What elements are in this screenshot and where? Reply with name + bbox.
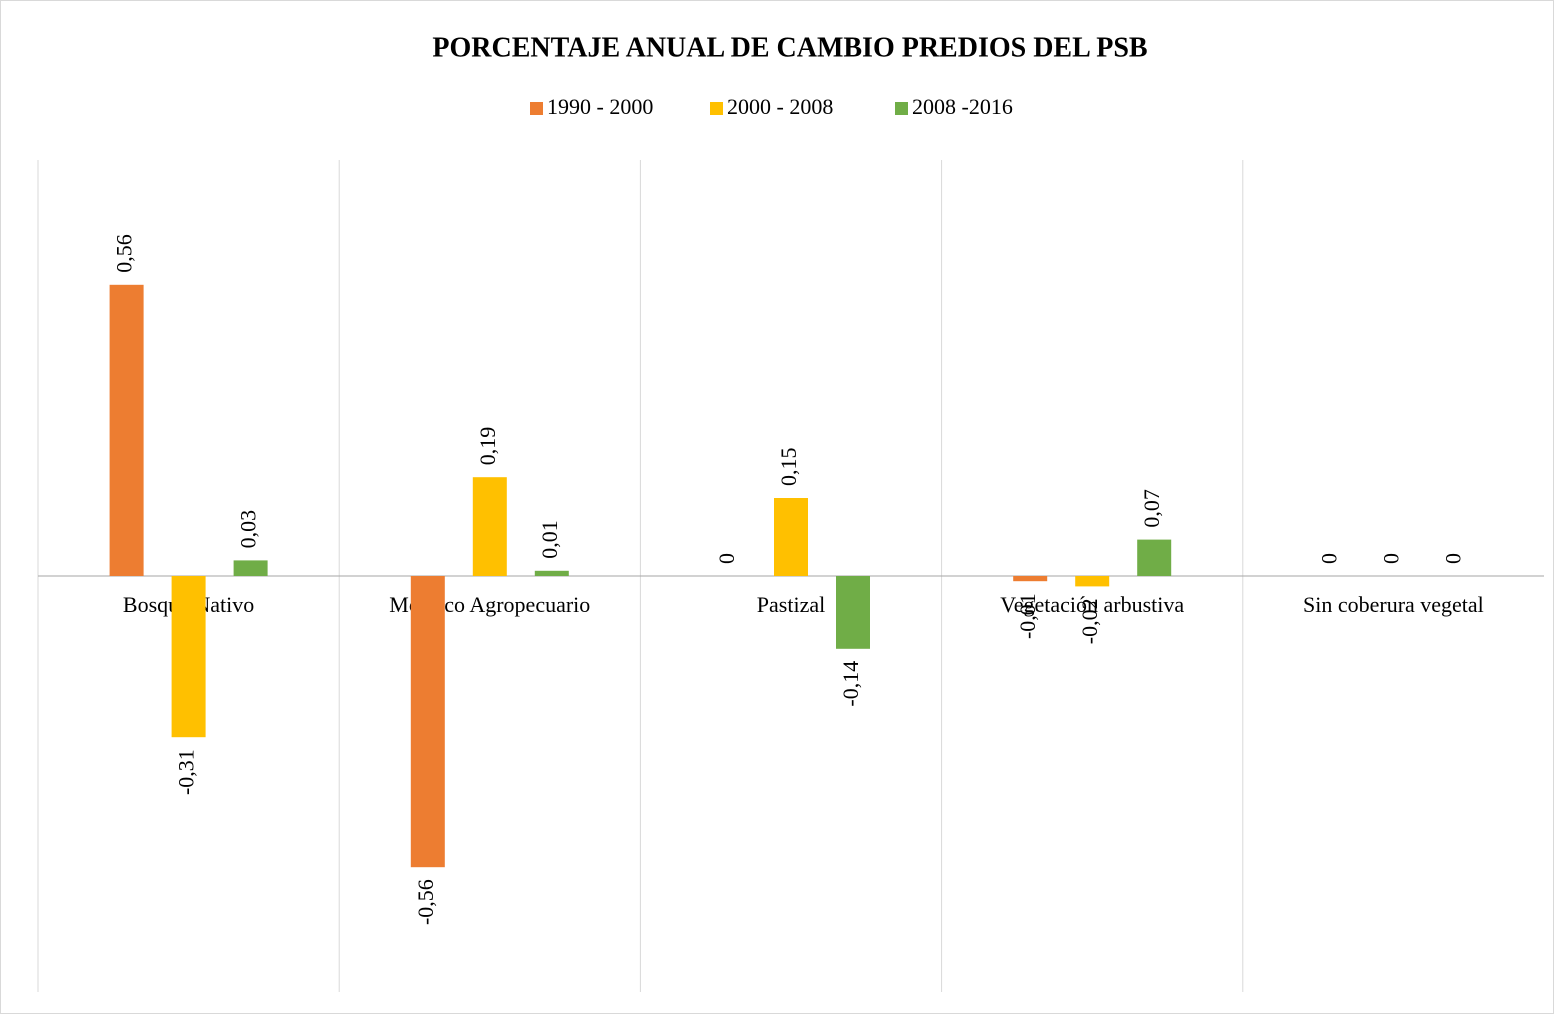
data-label: -0,01 (1015, 593, 1040, 639)
x-tick-label: Vegetación arbustiva (1000, 592, 1184, 617)
bar (836, 576, 870, 649)
legend: 1990 - 2000 2000 - 2008 2008 -2016 (530, 94, 1013, 119)
bar (410, 576, 445, 868)
chart-title: PORCENTAJE ANUAL DE CAMBIO PREDIOS DEL P… (432, 32, 1147, 63)
data-label: 0,07 (1139, 489, 1164, 528)
bar (774, 498, 808, 576)
bar (472, 477, 507, 576)
data-label: 0 (1316, 553, 1341, 564)
legend-swatch (530, 102, 543, 115)
data-label: 0 (1378, 553, 1403, 564)
data-label: 0,01 (537, 520, 562, 559)
legend-swatch (895, 102, 908, 115)
data-label: 0,19 (475, 427, 500, 466)
legend-label: 2000 - 2008 (727, 94, 833, 119)
data-label: 0 (714, 553, 739, 564)
data-label: 0 (1440, 553, 1465, 564)
legend-label: 1990 - 2000 (547, 94, 653, 119)
data-label: 0,56 (112, 234, 137, 273)
data-label: -0,31 (174, 749, 199, 795)
data-label: -0,14 (838, 661, 863, 707)
x-tick-label: Sin coberura vegetal (1303, 592, 1484, 617)
bar (1013, 576, 1048, 582)
legend-swatch (710, 102, 723, 115)
data-label: -0,56 (413, 879, 438, 925)
bar (171, 576, 206, 738)
data-label: 0,03 (236, 510, 261, 549)
bar (1137, 539, 1172, 576)
bar (233, 560, 268, 576)
bar (534, 570, 569, 576)
bar (1075, 576, 1110, 587)
x-tick-label: Pastizal (757, 592, 825, 617)
data-label: 0,15 (776, 448, 801, 487)
data-label: -0,02 (1077, 598, 1102, 644)
legend-label: 2008 -2016 (912, 94, 1013, 119)
bar (109, 284, 144, 576)
